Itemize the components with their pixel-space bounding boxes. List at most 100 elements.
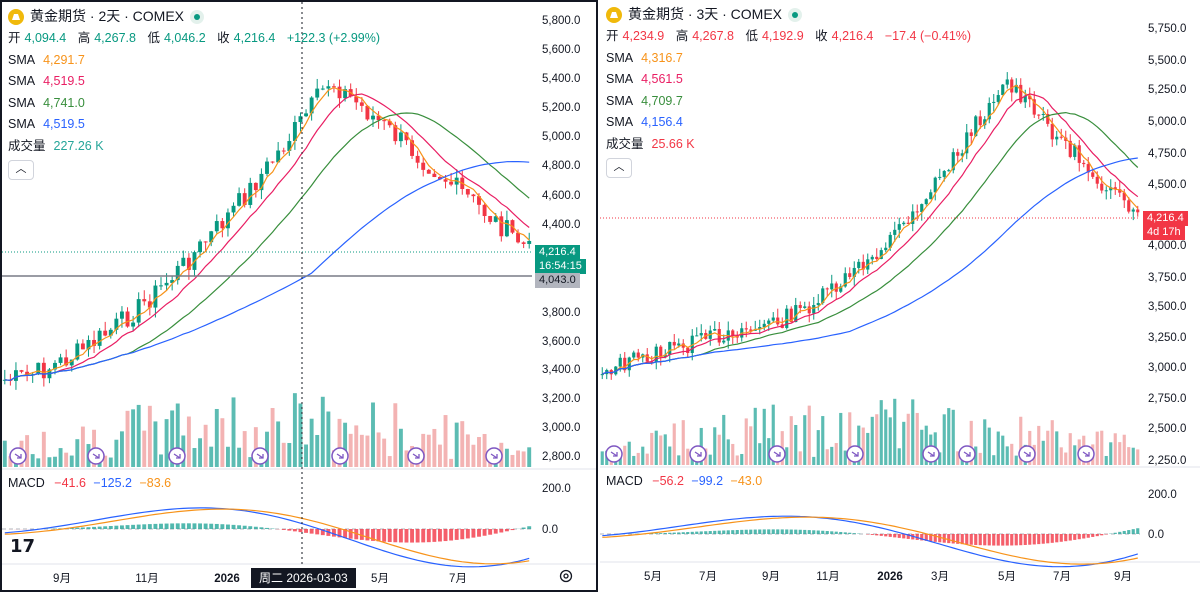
macd-histogram-bar bbox=[717, 530, 721, 534]
event-arrow-icon bbox=[610, 451, 618, 457]
macd-histogram-bar bbox=[298, 529, 303, 533]
volume-bar bbox=[170, 410, 175, 467]
candle bbox=[376, 115, 381, 121]
macd-histogram-bar bbox=[493, 529, 498, 534]
macd-histogram-bar bbox=[482, 529, 487, 536]
macd-histogram-bar bbox=[1059, 534, 1063, 542]
sma-row-1[interactable]: SMA 4,316.7 bbox=[606, 50, 683, 65]
macd-histogram-bar bbox=[767, 529, 771, 534]
symbol-title[interactable]: 黄金期货 · 2天 · COMEX bbox=[30, 8, 185, 25]
macd-histogram-bar bbox=[1068, 534, 1072, 541]
sma-line-2 bbox=[602, 93, 1139, 375]
volume-bar bbox=[80, 426, 85, 467]
candle bbox=[97, 330, 102, 346]
candle bbox=[69, 359, 74, 366]
macd-histogram-bar bbox=[80, 527, 85, 529]
candle bbox=[803, 306, 807, 308]
volume-bar bbox=[398, 428, 403, 467]
time-axis-label: 2026 bbox=[214, 573, 240, 585]
volume-bar bbox=[807, 405, 811, 465]
chart-pane-right[interactable]: 5,750.0 5,500.0 5,250.0 5,000.0 4,750.0 4,500… bbox=[600, 0, 1200, 592]
sma-row-4[interactable]: SMA 4,156.4 bbox=[606, 115, 683, 129]
market-open-icon bbox=[788, 8, 803, 22]
volume-bar bbox=[762, 408, 766, 465]
volume-bar bbox=[902, 421, 906, 465]
macd-histogram-bar bbox=[265, 527, 269, 529]
volume-bar bbox=[1068, 433, 1072, 465]
candle bbox=[516, 232, 521, 243]
macd-histogram-bar bbox=[214, 523, 219, 529]
macd-histogram-bar bbox=[410, 529, 415, 543]
price-axis-label: 5,000.0 bbox=[542, 131, 580, 143]
volume-bar bbox=[803, 415, 807, 465]
event-arrow-icon bbox=[336, 453, 344, 459]
symbol-title[interactable]: 黄金期货 · 3天 · COMEX bbox=[628, 6, 783, 23]
volume-bar bbox=[1050, 420, 1054, 465]
candle bbox=[812, 304, 816, 314]
volume-bar bbox=[1059, 447, 1063, 465]
candle bbox=[103, 330, 108, 336]
volume-bar bbox=[58, 448, 63, 467]
collapse-legend-button[interactable]: ︿ bbox=[606, 158, 632, 178]
settings-gear-icon[interactable] bbox=[558, 568, 574, 584]
sma-row-3[interactable]: SMA 4,709.7 bbox=[606, 93, 683, 108]
sma-row-3[interactable]: SMA 4,741.0 bbox=[8, 95, 85, 110]
candle bbox=[996, 95, 1000, 102]
macd-histogram-bar bbox=[663, 532, 667, 534]
price-chart-left[interactable]: 5,800.0 5,600.0 5,400.0 5,200.0 5,000.0 4,800… bbox=[2, 2, 598, 592]
macd-histogram-bar bbox=[382, 529, 387, 542]
tradingview-logo-icon[interactable]: 17 bbox=[10, 536, 36, 557]
time-axis-label: 11月 bbox=[135, 573, 158, 585]
volume-bar bbox=[681, 420, 685, 465]
candle bbox=[58, 357, 63, 363]
volume-bar bbox=[843, 450, 847, 465]
candle bbox=[398, 132, 403, 142]
candle bbox=[1010, 79, 1014, 93]
macd-legend-left[interactable]: MACD −41.6 −125.2 −83.6 bbox=[8, 476, 172, 490]
candle bbox=[951, 152, 955, 171]
price-chart-right[interactable]: 5,750.0 5,500.0 5,250.0 5,000.0 4,750.0 4,500… bbox=[600, 0, 1200, 592]
volume-row[interactable]: 成交量 25.66 K bbox=[606, 136, 695, 151]
macd-histogram-bar bbox=[956, 534, 960, 544]
macd-histogram-bar bbox=[749, 529, 753, 534]
candle bbox=[1127, 200, 1131, 212]
volume-bar bbox=[460, 421, 465, 467]
candle bbox=[906, 222, 910, 224]
candle bbox=[1059, 136, 1063, 138]
macd-histogram-bar bbox=[103, 526, 108, 529]
macd-histogram-bar bbox=[933, 534, 937, 542]
macd-histogram-bar bbox=[969, 534, 973, 545]
macd-legend-right[interactable]: MACD −56.2 −99.2 −43.0 bbox=[606, 474, 763, 488]
macd-histogram-bar bbox=[181, 523, 186, 529]
time-axis-label: 9月 bbox=[53, 573, 71, 585]
countdown-tag: 4d 17h bbox=[1143, 225, 1185, 240]
macd-histogram-bar bbox=[136, 524, 141, 529]
candle bbox=[920, 204, 924, 213]
candle bbox=[449, 181, 454, 185]
candle bbox=[614, 366, 618, 375]
macd-histogram-bar bbox=[798, 529, 802, 534]
candle bbox=[645, 354, 649, 362]
volume-row[interactable]: 成交量 227.26 K bbox=[8, 138, 104, 153]
market-open-icon bbox=[190, 10, 205, 24]
chart-pane-left[interactable]: 5,800.0 5,600.0 5,400.0 5,200.0 5,000.0 4,800… bbox=[0, 0, 598, 592]
candle bbox=[650, 361, 654, 363]
volume-bar bbox=[1073, 445, 1077, 465]
macd-histogram-bar bbox=[983, 534, 987, 546]
candle bbox=[1104, 190, 1108, 192]
volume-bar bbox=[242, 431, 247, 467]
sma-row-1[interactable]: SMA 4,291.7 bbox=[8, 52, 85, 67]
macd-histogram-bar bbox=[292, 529, 297, 532]
price-axis-label: 2,750.0 bbox=[1148, 393, 1186, 405]
sma-row-4[interactable]: SMA 4,519.5 bbox=[8, 117, 85, 131]
collapse-legend-button[interactable]: ︿ bbox=[8, 160, 34, 180]
macd-histogram-bar bbox=[965, 534, 969, 545]
volume-bar bbox=[164, 419, 169, 467]
volume-bar bbox=[30, 454, 35, 467]
sma-row-2[interactable]: SMA 4,519.5 bbox=[8, 74, 85, 88]
macd-histogram-bar bbox=[309, 529, 314, 534]
price-axis-label: 3,500.0 bbox=[1148, 301, 1186, 313]
candle bbox=[992, 101, 996, 103]
sma-row-2[interactable]: SMA 4,561.5 bbox=[606, 72, 683, 86]
volume-bar bbox=[857, 425, 861, 465]
